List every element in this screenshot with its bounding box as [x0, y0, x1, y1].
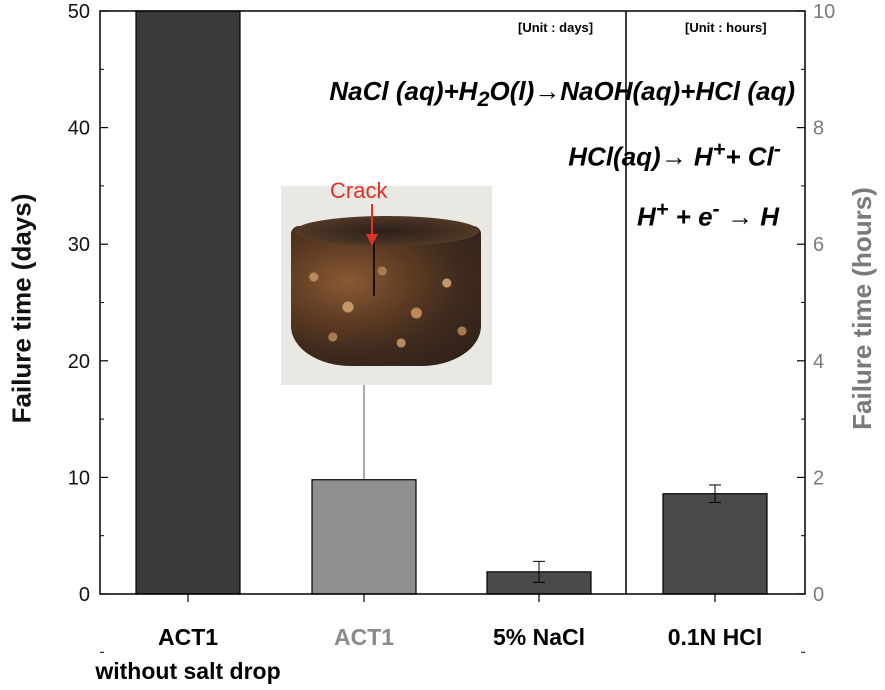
- cracked-sample-photo: [281, 186, 492, 385]
- category-label-3: 0.1N HCl: [605, 620, 825, 654]
- bar-0: [135, 10, 241, 595]
- y-tick-label-right-3: 6: [813, 234, 824, 256]
- category-label-line-0-0: ACT1: [157, 624, 219, 650]
- y-axis-label-left: Failure time (days): [6, 193, 37, 423]
- y-tick-label-left-3: 30: [68, 234, 90, 256]
- y-tick-label-right-0: 0: [813, 584, 824, 606]
- y-tick-label-right-2: 4: [813, 351, 824, 373]
- category-label-0: ACT1 without salt drop: [78, 620, 298, 688]
- equation-nacl-hydrolysis: NaCl (aq)+H2O(l)→NaOH(aq)+HCl (aq): [329, 76, 795, 112]
- y-axis-label-right: Failure time (hours): [846, 186, 877, 430]
- category-label-1: ACT1: [254, 620, 474, 654]
- equation-hydrogen-reduction: H+ + e- → H: [637, 196, 779, 232]
- crack-mark: [373, 236, 375, 296]
- category-label-line-2-0: 5% NaCl: [492, 624, 586, 650]
- category-label-line-0-1: without salt drop: [95, 658, 281, 684]
- category-label-2: 5% NaCl: [429, 620, 649, 654]
- crack-label: Crack: [330, 178, 388, 203]
- y-tick-label-left-1: 10: [68, 467, 90, 489]
- category-label-line-1-0: ACT1: [333, 624, 395, 650]
- unit-days-annotation: [Unit : days]: [518, 20, 594, 35]
- bar-3: [662, 493, 768, 595]
- y-tick-label-left-4: 40: [68, 118, 90, 140]
- unit-hours-annotation: [Unit : hours]: [685, 20, 767, 35]
- y-tick-label-left-2: 20: [68, 351, 90, 373]
- crack-arrow-head: [366, 234, 378, 246]
- y-tick-label-right-5: 10: [813, 1, 835, 23]
- y-tick-label-right-4: 8: [813, 118, 824, 140]
- y-tick-label-left-0: 0: [79, 584, 90, 606]
- bar-1: [311, 479, 417, 595]
- equation-hcl-dissociation: HCl(aq)→ H++ Cl-: [568, 136, 781, 172]
- category-label-line-3-0: 0.1N HCl: [667, 624, 763, 650]
- y-tick-label-left-5: 50: [68, 1, 90, 23]
- rust-spots: [291, 241, 481, 361]
- y-tick-label-right-1: 2: [813, 467, 824, 489]
